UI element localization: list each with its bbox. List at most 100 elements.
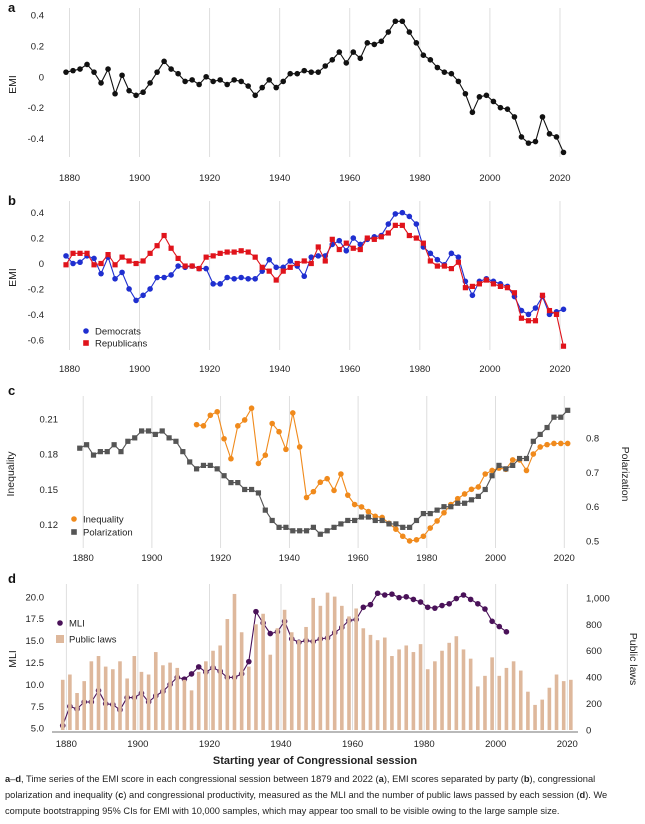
- data-point: [496, 462, 502, 468]
- data-point: [294, 260, 300, 267]
- caption-part: ). We compute bootstrapping 95% CIs for …: [5, 790, 608, 816]
- data-point: [310, 524, 317, 530]
- x-axis-label: Starting year of Congressional session: [213, 755, 417, 767]
- x-tick-label: 1960: [339, 173, 360, 184]
- data-point: [365, 514, 371, 520]
- data-point: [166, 435, 172, 441]
- data-point: [475, 484, 482, 490]
- data-point: [378, 234, 384, 240]
- public-laws-bar: [254, 624, 258, 730]
- data-point: [224, 249, 230, 255]
- data-point: [112, 90, 118, 97]
- data-point: [280, 268, 286, 274]
- panel-label-a: a: [8, 0, 16, 15]
- data-point: [510, 462, 516, 468]
- legend-marker: [83, 340, 89, 346]
- public-laws-bar: [60, 679, 65, 730]
- data-point: [255, 490, 262, 496]
- data-point: [530, 438, 536, 444]
- data-point: [317, 531, 323, 537]
- data-point: [180, 449, 186, 455]
- y-right-tick-label: 0: [586, 726, 591, 737]
- data-point: [266, 268, 272, 274]
- data-point: [482, 486, 488, 493]
- data-point: [544, 441, 550, 448]
- data-point: [104, 449, 110, 455]
- data-point: [358, 514, 365, 520]
- data-point: [133, 260, 139, 267]
- data-point: [105, 252, 111, 258]
- data-point: [525, 140, 532, 146]
- data-point: [253, 608, 259, 615]
- data-point: [386, 521, 392, 527]
- x-tick-label: 1900: [129, 364, 150, 375]
- data-point: [511, 290, 518, 296]
- data-point: [324, 475, 330, 482]
- data-point: [140, 89, 146, 96]
- data-point: [476, 94, 483, 100]
- public-laws-bar: [361, 628, 366, 730]
- data-point: [301, 258, 307, 264]
- public-laws-bar: [103, 666, 108, 730]
- x-tick-label: 1940: [279, 553, 300, 564]
- x-tick-label: 1940: [270, 739, 291, 750]
- data-point: [413, 517, 420, 524]
- data-point: [203, 265, 209, 272]
- public-laws-bar: [504, 667, 509, 730]
- y-tick-label: 17.5: [26, 614, 45, 625]
- data-point: [446, 600, 452, 607]
- data-point: [214, 466, 220, 472]
- data-point: [439, 602, 445, 609]
- data-point: [496, 623, 503, 630]
- caption-part: ) and congressional productivity, measur…: [123, 790, 580, 800]
- x-tick-label: 1980: [414, 739, 435, 750]
- data-point: [371, 236, 377, 242]
- data-point: [259, 84, 266, 91]
- data-point: [469, 109, 476, 116]
- caption-part: a: [378, 774, 384, 784]
- data-point: [154, 274, 160, 281]
- data-point: [336, 237, 343, 244]
- data-point: [70, 67, 76, 74]
- data-point: [140, 292, 146, 299]
- x-tick-label: 1940: [269, 364, 290, 375]
- x-tick-label: 2020: [554, 553, 575, 564]
- data-point: [441, 509, 447, 516]
- data-point: [269, 420, 275, 427]
- data-point: [483, 277, 490, 283]
- legend-label: Polarization: [83, 528, 133, 539]
- x-tick-label: 1980: [409, 173, 430, 184]
- public-laws-bar: [325, 592, 330, 730]
- y-tick-label: 0.21: [40, 414, 59, 425]
- data-point: [516, 455, 523, 462]
- data-point: [469, 283, 476, 290]
- data-point: [283, 446, 289, 453]
- data-point: [287, 258, 294, 264]
- y-tick-label: 0.12: [40, 520, 59, 531]
- data-point: [448, 504, 454, 510]
- data-point: [231, 275, 237, 282]
- data-point: [413, 536, 420, 543]
- data-point: [350, 245, 356, 251]
- public-laws-bar: [569, 679, 573, 730]
- data-point: [289, 410, 296, 416]
- y-tick-label: 0: [39, 259, 44, 270]
- public-laws-bar: [540, 699, 545, 730]
- data-point: [77, 445, 83, 451]
- data-point: [290, 528, 296, 534]
- y-tick-label: -0.6: [28, 335, 44, 346]
- data-point: [273, 264, 280, 271]
- public-laws-bar: [232, 593, 237, 730]
- public-laws-bar: [354, 608, 358, 730]
- data-point: [189, 77, 195, 83]
- caption-part: d: [579, 790, 586, 800]
- public-laws-bar: [547, 687, 552, 730]
- y-axis-label: MLI: [7, 650, 19, 668]
- data-point: [269, 517, 275, 524]
- public-laws-bar: [89, 661, 94, 730]
- y-right-tick-label: 400: [586, 673, 602, 684]
- data-point: [558, 440, 564, 447]
- x-tick-label: 1880: [59, 173, 80, 184]
- data-point: [560, 343, 567, 349]
- data-point: [399, 209, 406, 216]
